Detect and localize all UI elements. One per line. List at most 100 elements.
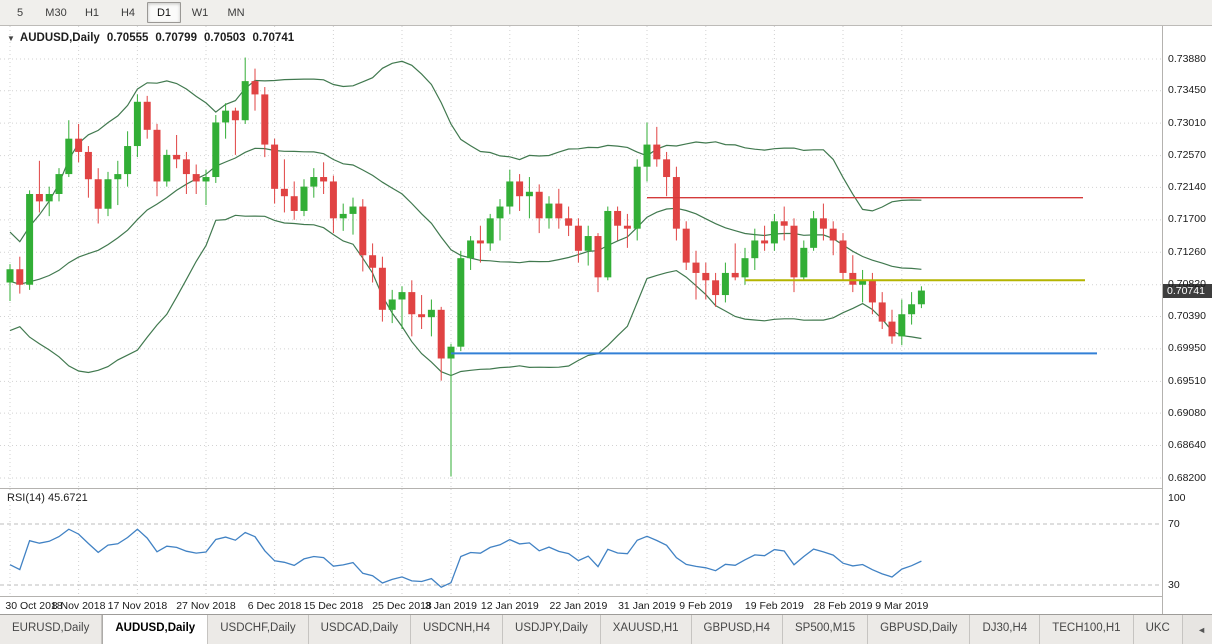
candle-body	[614, 210, 622, 226]
candle-body	[476, 240, 484, 244]
candle-body	[721, 272, 729, 296]
candle-body	[280, 188, 288, 197]
rsi-grid	[9, 489, 903, 597]
timeframe-toolbar: 5 M30 H1 H4 D1 W1 MN	[0, 0, 1212, 26]
candle-body	[45, 193, 53, 202]
candle-body	[810, 218, 818, 248]
date-axis-label: 25 Dec 2018	[372, 600, 432, 612]
date-axis-label: 9 Mar 2019	[875, 600, 929, 612]
candles-series	[6, 57, 925, 477]
chart-tab-xauusd-h1[interactable]: XAUUSD,H1	[600, 615, 692, 644]
date-axis-label: 28 Feb 2019	[813, 600, 873, 612]
candle-body	[751, 240, 759, 259]
rsi-scale-label: 100	[1168, 492, 1186, 504]
candle-body	[917, 290, 925, 305]
candle-body	[672, 177, 680, 229]
candle-body	[94, 179, 102, 209]
candle-body	[663, 159, 671, 178]
chart-tab-sp500-m15[interactable]: SP500,M15	[783, 615, 869, 644]
candle-body	[888, 321, 896, 337]
chart-tab-ukc[interactable]: UKC	[1133, 615, 1183, 644]
candle-body	[427, 309, 435, 318]
candle-body	[192, 174, 200, 182]
chart-tab-audusd-daily[interactable]: AUDUSD,Daily	[102, 615, 209, 644]
candle-body	[241, 81, 249, 121]
candle-body	[780, 221, 788, 226]
chart-tab-usdchf-daily[interactable]: USDCHF,Daily	[208, 615, 309, 644]
candle-body	[839, 240, 847, 273]
timeframe-buttons: 5 M30 H1 H4 D1 W1 MN	[2, 2, 254, 23]
timeframe-button-h4[interactable]: H4	[120, 6, 136, 19]
price-axis-label: 0.73880	[1168, 52, 1206, 65]
date-axis-label: 31 Jan 2019	[618, 600, 676, 612]
candle-body	[231, 110, 239, 121]
price-axis-label: 0.73010	[1168, 116, 1206, 129]
candle-body	[574, 225, 582, 251]
date-axis-label: 22 Jan 2019	[549, 600, 608, 612]
price-axis-label: 0.68200	[1168, 471, 1206, 484]
chart-tab-gbpusd-daily[interactable]: GBPUSD,Daily	[868, 615, 971, 644]
candle-body	[84, 151, 92, 180]
date-axis[interactable]: 30 Oct 2018 8 Nov 2018 17 Nov 2018 27 Nov 2…	[0, 596, 1162, 614]
candle-body	[104, 179, 112, 209]
candle-body	[26, 193, 34, 285]
candle-body	[878, 302, 886, 322]
candle-body	[770, 221, 778, 244]
candle-body	[731, 272, 739, 278]
timeframe-button-5[interactable]: 5	[16, 6, 24, 19]
chart-tab-usdjpy-daily[interactable]: USDJPY,Daily	[503, 615, 601, 644]
rsi-chart-canvas[interactable]	[0, 489, 1162, 597]
date-axis-label: 3 Jan 2019	[425, 600, 477, 612]
candle-body	[349, 206, 357, 214]
timeframe-button-mn[interactable]: MN	[227, 6, 245, 19]
timeframe-button-w1[interactable]: W1	[191, 6, 209, 19]
rsi-indicator-pane[interactable]: RSI(14) 45.6721	[0, 488, 1162, 597]
chart-ohlc-header: ▼ AUDUSD,Daily 0.70555 0.70799 0.70503 0…	[7, 32, 294, 44]
chart-tab-dj30-h4[interactable]: DJ30,H4	[970, 615, 1041, 644]
chart-tab-eurusd-daily[interactable]: EURUSD,Daily	[0, 615, 103, 644]
candle-body	[133, 101, 141, 147]
candle-body	[300, 186, 308, 211]
rsi-scale-label: 70	[1168, 518, 1180, 530]
candle-body	[653, 144, 661, 160]
candle-body	[55, 174, 63, 194]
chart-tab-usdcad-daily[interactable]: USDCAD,Daily	[308, 615, 411, 644]
price-axis-label: 0.71700	[1168, 213, 1206, 226]
candle-body	[584, 236, 592, 251]
candle-body	[692, 262, 700, 273]
price-axis-label: 0.72140	[1168, 180, 1206, 193]
date-axis-label: 9 Feb 2019	[679, 600, 733, 612]
candle-body	[486, 218, 494, 244]
chart-marker-icon: ▼	[7, 33, 15, 43]
candle-body	[849, 272, 857, 285]
ohlc-high-value: 0.70799	[155, 32, 197, 44]
chart-tab-gbpusd-h4[interactable]: GBPUSD,H4	[691, 615, 783, 644]
price-axis-label: 0.69950	[1168, 342, 1206, 355]
main-chart-pane[interactable]: ▼ AUDUSD,Daily 0.70555 0.70799 0.70503 0…	[0, 26, 1162, 488]
candle-body	[408, 292, 416, 315]
timeframe-button-m30[interactable]: M30	[45, 6, 67, 19]
rsi-scale-label: 30	[1168, 579, 1180, 591]
candle-body	[182, 159, 190, 175]
price-axis-label: 0.72570	[1168, 149, 1206, 162]
candlestick-chart-canvas[interactable]	[0, 26, 1162, 488]
bollinger-bands	[9, 60, 922, 377]
candle-body	[898, 314, 906, 337]
price-axis-label: 0.71260	[1168, 245, 1206, 258]
candle-body	[908, 304, 916, 315]
price-axis-label: 0.70820	[1168, 278, 1206, 291]
timeframe-button-d1[interactable]: D1	[147, 2, 181, 23]
timeframe-button-h1[interactable]: H1	[84, 6, 100, 19]
candle-body	[594, 236, 602, 278]
tab-scroll-left-icon[interactable]: ◄	[1197, 624, 1206, 635]
candle-body	[388, 299, 396, 310]
candle-body	[604, 210, 612, 278]
chart-tab-usdcnh-h4[interactable]: USDCNH,H4	[410, 615, 504, 644]
candle-body	[437, 309, 445, 359]
candle-body	[506, 181, 514, 207]
date-axis-label: 15 Dec 2018	[303, 600, 364, 612]
candle-body	[467, 240, 475, 259]
chart-tab-tech100-h1[interactable]: TECH100,H1	[1040, 615, 1134, 644]
candle-body	[378, 267, 386, 310]
price-axis[interactable]: 0.70741 0.73880 0.73450 0.73010 0.72570 0.72…	[1162, 26, 1212, 614]
